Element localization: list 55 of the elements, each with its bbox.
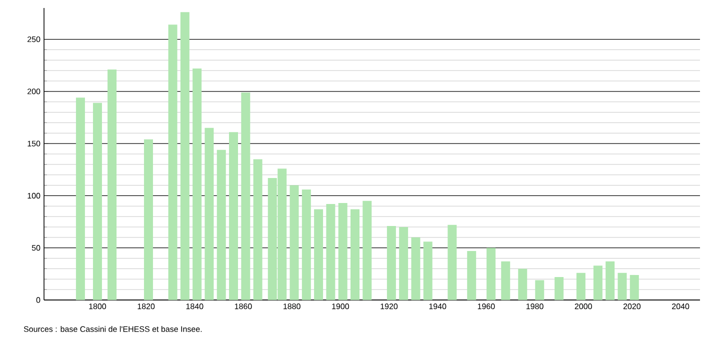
bar	[168, 24, 178, 300]
bar	[518, 268, 528, 300]
x-tick-label: 2040	[672, 304, 690, 310]
bar	[290, 185, 299, 300]
bar	[314, 209, 324, 300]
bar	[386, 226, 396, 300]
bar	[501, 261, 510, 300]
bar	[253, 159, 262, 300]
bar	[76, 98, 85, 300]
x-tick-label: 1880	[284, 304, 300, 310]
bar	[411, 237, 420, 300]
bar	[630, 274, 639, 300]
bar	[350, 209, 360, 300]
y-tick-label: 100	[28, 192, 40, 199]
bar	[448, 224, 457, 300]
x-tick-label: 2000	[574, 304, 592, 310]
y-tick-label: 200	[28, 88, 40, 94]
x-tick-label: 1900	[332, 304, 350, 310]
bar	[92, 102, 102, 300]
bar	[302, 189, 311, 300]
y-tick-label: 250	[28, 36, 40, 42]
bar	[423, 242, 432, 300]
x-tick-label: 1940	[429, 304, 446, 310]
bar	[192, 68, 202, 300]
bar	[229, 132, 238, 300]
y-tick-label: 0	[36, 297, 40, 303]
bar	[144, 139, 153, 300]
bar	[535, 280, 544, 300]
bar	[241, 92, 250, 300]
bar	[338, 203, 348, 300]
bar	[108, 70, 117, 300]
source-note: Sources : base Cassini de l'EHESS et base Insee.	[24, 326, 202, 332]
bar	[399, 226, 408, 300]
bar	[216, 150, 226, 300]
x-tick-label: 1980	[526, 304, 544, 310]
bar	[593, 266, 602, 300]
x-tick-label: 1840	[186, 304, 204, 310]
x-tick-label: 1800	[89, 304, 106, 310]
bar	[554, 277, 564, 300]
x-tick-label: 1920	[380, 304, 398, 310]
bar	[606, 261, 615, 300]
x-tick-label: 1820	[138, 304, 155, 310]
bar	[204, 128, 214, 300]
bar	[467, 250, 476, 300]
bar	[576, 272, 586, 300]
bar	[326, 204, 336, 300]
y-tick-label: 150	[28, 140, 40, 146]
bar	[618, 272, 627, 300]
x-tick-label: 1960	[478, 304, 495, 310]
x-tick-label: 2020	[623, 304, 641, 310]
bar	[486, 248, 496, 300]
bar	[180, 12, 190, 300]
x-tick-label: 1860	[234, 304, 252, 310]
bar	[362, 200, 372, 300]
y-tick-label: 50	[32, 245, 40, 251]
